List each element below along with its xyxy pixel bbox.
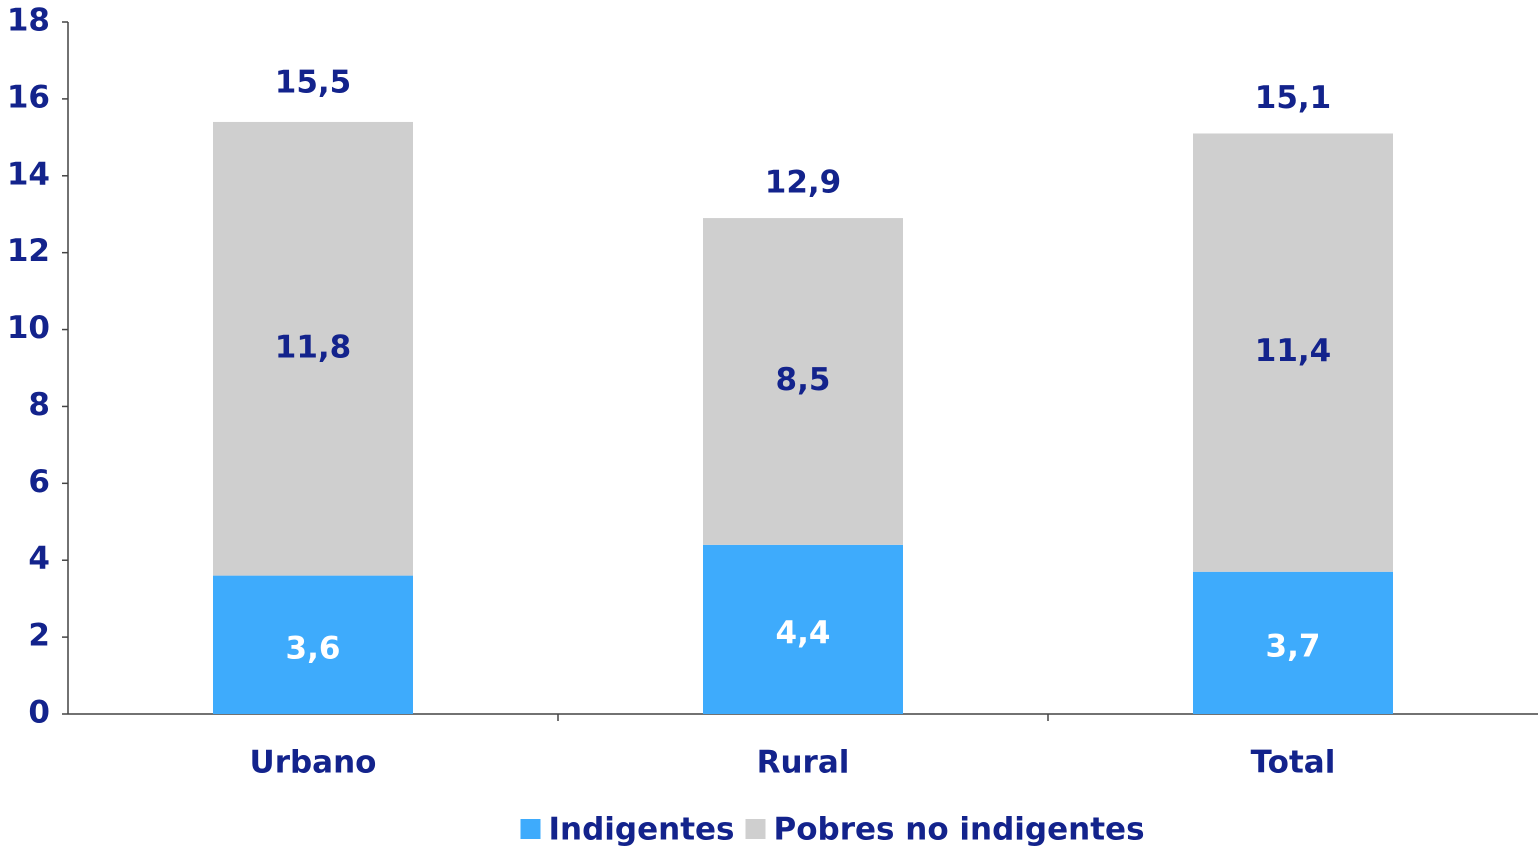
total-label: 15,5 — [275, 65, 352, 101]
bar-segment — [703, 218, 903, 545]
bar-segment — [213, 121, 413, 576]
bar-segment — [703, 544, 903, 714]
x-tick-label: Rural — [757, 745, 850, 781]
y-tick-label: 0 — [28, 695, 50, 731]
total-label: 12,9 — [765, 165, 842, 201]
x-tick-label: Urbano — [250, 745, 377, 781]
legend-label: Pobres no indigentes — [774, 812, 1145, 848]
y-tick-label: 6 — [28, 464, 50, 500]
y-tick-label: 8 — [28, 387, 50, 423]
y-tick-label: 12 — [7, 233, 50, 269]
value-label: 3,6 — [286, 630, 341, 666]
legend-label: Indigentes — [549, 812, 735, 848]
value-label: 3,7 — [1266, 628, 1321, 664]
y-tick-label: 4 — [28, 541, 50, 577]
legend-swatch — [520, 819, 541, 839]
bar-segment — [1193, 571, 1393, 714]
value-label: 8,5 — [776, 362, 831, 398]
y-tick-label: 16 — [7, 79, 50, 115]
y-tick-label: 2 — [28, 618, 50, 654]
total-label: 15,1 — [1255, 80, 1332, 116]
x-tick-label: Total — [1251, 745, 1336, 781]
y-tick-label: 18 — [7, 3, 50, 39]
value-label: 4,4 — [776, 615, 831, 651]
legend-swatch — [745, 819, 766, 839]
bar-segment — [213, 575, 413, 714]
y-tick-label: 10 — [7, 310, 50, 346]
value-label: 11,4 — [1255, 333, 1332, 369]
y-tick-label: 14 — [7, 156, 50, 192]
value-label: 11,8 — [275, 329, 352, 365]
bar-segment — [1193, 133, 1393, 572]
